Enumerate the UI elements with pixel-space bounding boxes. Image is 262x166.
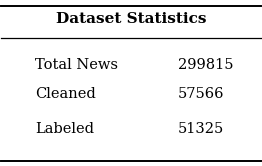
Text: 51325: 51325: [178, 122, 224, 136]
Text: Labeled: Labeled: [35, 122, 94, 136]
Text: Cleaned: Cleaned: [35, 87, 96, 101]
Text: 299815: 299815: [178, 58, 233, 72]
Text: 57566: 57566: [178, 87, 224, 101]
Text: Dataset Statistics: Dataset Statistics: [56, 11, 206, 26]
Text: Total News: Total News: [35, 58, 118, 72]
